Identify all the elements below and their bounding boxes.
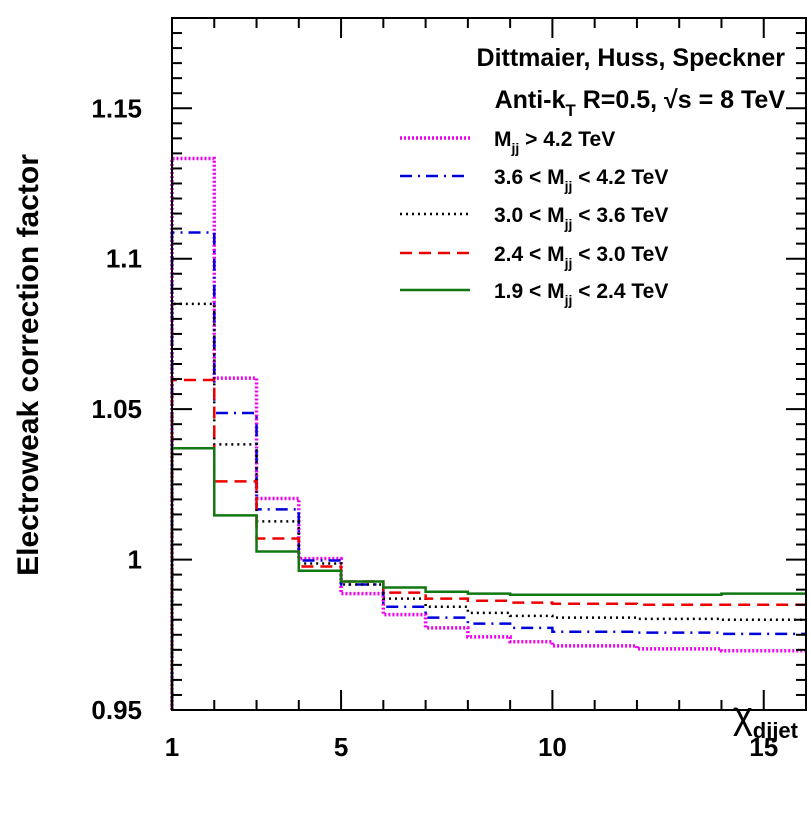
x-tick-label: 15 (749, 732, 778, 762)
annotation-radius: R=0.5, (576, 86, 664, 114)
legend: Mjj > 4.2 TeV 3.6 < Mjj < 4.2 TeV 3.0 < Mj… (400, 128, 668, 308)
annotation-jets: Anti-kT R=0.5, √s = 8 TeV (495, 86, 786, 120)
y-axis-label: Electroweak correction factor (12, 154, 45, 576)
legend-label: 3.0 < Mjj < 3.6 TeV (494, 204, 668, 232)
axis-ticks (171, 17, 807, 711)
annotation-energy: √s = 8 TeV (664, 86, 785, 114)
x-axis-label: χdijet (733, 695, 799, 743)
x-tick-label: 10 (538, 732, 567, 762)
y-tick-label: 1.05 (91, 394, 142, 424)
y-tick-label: 1.15 (91, 93, 142, 123)
legend-entry-5: 1.9 < Mjj < 2.4 TeV (400, 280, 668, 308)
series-line-1 (170, 156, 806, 710)
series-layer (170, 156, 806, 710)
legend-label: 2.4 < Mjj < 3.0 TeV (494, 243, 668, 271)
y-tick-label: 1.1 (106, 244, 142, 274)
legend-entry-2: 3.6 < Mjj < 4.2 TeV (400, 166, 668, 194)
y-tick-label: 0.95 (91, 695, 142, 725)
annotation-authors: Dittmaier, Huss, Speckner (477, 44, 786, 72)
x-tick-label: 5 (334, 732, 348, 762)
plot-frame (171, 17, 807, 711)
annotation-algo: Anti-k (495, 86, 566, 114)
legend-label: 3.6 < Mjj < 4.2 TeV (494, 166, 668, 194)
x-axis-label-symbol: χ (733, 695, 753, 737)
legend-entry-3: 3.0 < Mjj < 3.6 TeV (400, 204, 668, 232)
legend-entry-1: Mjj > 4.2 TeV (400, 128, 615, 156)
annotation-algo-sub: T (565, 101, 576, 120)
series-line-2 (170, 231, 806, 710)
x-axis-label-sub: dijet (753, 718, 799, 743)
series-line-4 (170, 378, 806, 710)
legend-label: Mjj > 4.2 TeV (494, 128, 615, 156)
legend-label: 1.9 < Mjj < 2.4 TeV (494, 280, 668, 308)
series-line-5 (170, 446, 806, 710)
x-tick-label: 1 (165, 732, 179, 762)
y-tick-label: 1 (128, 545, 142, 575)
legend-entry-4: 2.4 < Mjj < 3.0 TeV (400, 243, 668, 271)
